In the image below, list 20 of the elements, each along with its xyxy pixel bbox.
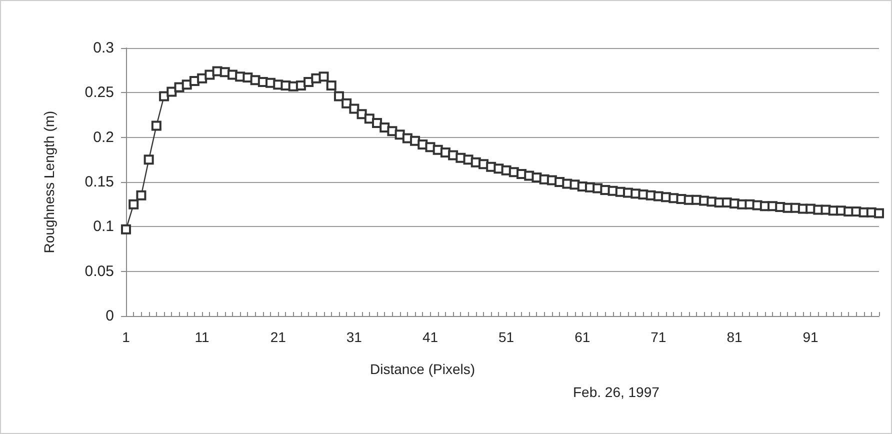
x-tick-label: 21 (270, 329, 286, 345)
x-tick-label: 91 (802, 329, 819, 345)
y-tick-label: 0.3 (93, 40, 114, 56)
x-axis-title: Distance (Pixels) (370, 361, 476, 377)
x-tick-label: 61 (574, 329, 590, 345)
x-tick-label: 81 (726, 329, 742, 345)
x-tick-label: 1 (122, 329, 130, 345)
y-tick-label: 0.15 (84, 174, 114, 190)
y-tick-label: 0.25 (84, 84, 114, 102)
x-tick-label: 31 (346, 329, 362, 345)
y-axis-title: Roughness Length (m) (41, 110, 57, 254)
x-tick-label: 71 (650, 329, 666, 345)
y-tick-label: 0 (106, 308, 114, 324)
text: Feb. 26, 1997 (573, 384, 660, 400)
x-tick-label: 51 (498, 329, 514, 345)
x-tick-label: 11 (194, 329, 210, 345)
y-tick-label: 0.05 (84, 262, 114, 280)
y-tick-label: 0.2 (93, 128, 114, 146)
x-tick-label: 41 (422, 329, 438, 345)
y-tick-label: 0.1 (93, 218, 114, 236)
